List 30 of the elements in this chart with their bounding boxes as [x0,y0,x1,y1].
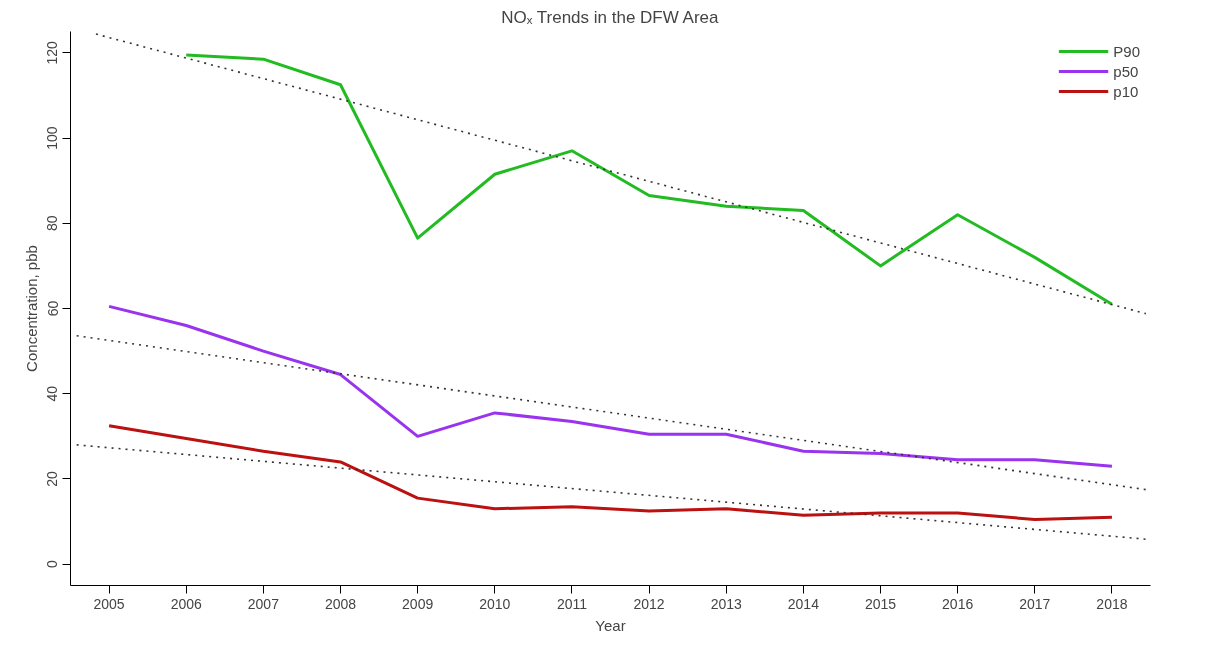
x-tick-label: 2012 [633,595,665,612]
legend-label: p10 [1113,82,1139,100]
y-tick-label: 20 [44,470,61,487]
y-tick-label: 60 [44,300,61,317]
line-series [107,424,1114,521]
line-series [184,53,1114,306]
x-tick-label: 2018 [1096,595,1128,612]
x-tick-label: 2009 [402,595,434,612]
legend-label: P90 [1113,42,1140,60]
chart-title: NOₓ Trends in the DFW Area [501,7,720,27]
x-tick-label: 2008 [324,595,357,612]
line-series [107,304,1114,468]
y-tick-label: 120 [44,40,61,65]
y-tick-label: 40 [44,385,61,402]
legend-label: p50 [1113,62,1139,80]
x-tick-label: 2016 [942,595,974,612]
x-tick-label: 2014 [787,595,820,612]
y-axis-title: Concentration, pbb [22,245,40,372]
x-tick-label: 2006 [170,595,202,612]
x-tick-label: 2011 [556,595,588,612]
x-tick-label: 2005 [93,595,125,612]
x-tick-label: 2017 [1019,595,1051,612]
x-tick-label: 2007 [247,595,280,612]
x-tick-label: 2015 [864,595,897,612]
x-tick-label: 2010 [479,595,511,612]
y-tick-label: 100 [44,126,61,150]
x-tick-label: 2013 [710,595,742,612]
y-tick-label: 80 [44,215,61,232]
x-axis-title: Year [595,616,626,634]
y-tick-label: 0 [44,560,61,569]
